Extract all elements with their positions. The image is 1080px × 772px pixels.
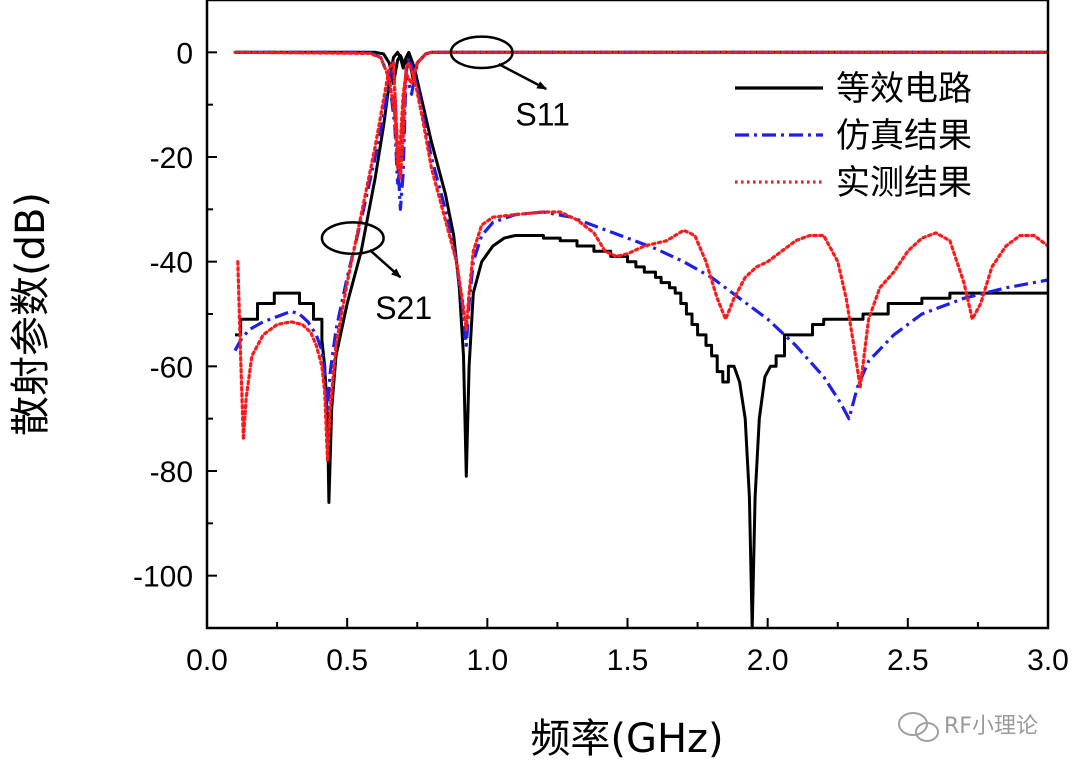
axis-ticks: 0.0 0.5 1.0 1.5 2.0 2.5 3.0 0 -20 -40 -60 -80 -100	[133, 0, 1069, 677]
annotation-arrow	[498, 63, 548, 91]
x-axis-title: 频率(GHz)	[530, 716, 723, 762]
y-tick-label: -100	[133, 561, 193, 594]
x-tick-label: 2.5	[887, 644, 929, 677]
legend-label: 实测结果	[836, 163, 972, 203]
legend-label: 仿真结果	[836, 116, 972, 156]
y-tick-label: -40	[150, 247, 193, 280]
x-tick-label: 3.0	[1027, 644, 1069, 677]
x-tick-label: 1.0	[466, 644, 508, 677]
series-layer	[233, 50, 1048, 628]
annotation-label: S21	[375, 290, 432, 326]
y-axis-title: 散射参数(dB)	[8, 192, 54, 436]
annotations: S11 S21	[320, 35, 570, 326]
y-tick-label: -80	[150, 456, 193, 489]
series-line-2-1	[233, 50, 1048, 170]
y-tick-label: 0	[176, 37, 193, 70]
annotation-label: S11	[515, 97, 570, 133]
x-tick-label: 0.0	[186, 644, 228, 677]
series-line-2-0	[236, 61, 1048, 463]
annotation-arrow	[368, 248, 402, 279]
x-tick-label: 2.0	[747, 644, 789, 677]
series-line-0-0	[235, 50, 1048, 628]
annotation-ellipse	[320, 221, 385, 256]
legend-label: 等效电路	[836, 69, 972, 109]
x-tick-label: 1.5	[607, 644, 649, 677]
wechat-icon	[898, 712, 939, 742]
y-tick-label: -20	[150, 142, 193, 175]
series-line-1-0	[233, 56, 1048, 421]
y-tick-label: -60	[150, 351, 193, 384]
x-tick-label: 0.5	[326, 644, 368, 677]
watermark-text: RF小理论	[944, 714, 1038, 739]
annotation-ellipse	[449, 35, 514, 70]
watermark: RF小理论	[898, 712, 1038, 742]
